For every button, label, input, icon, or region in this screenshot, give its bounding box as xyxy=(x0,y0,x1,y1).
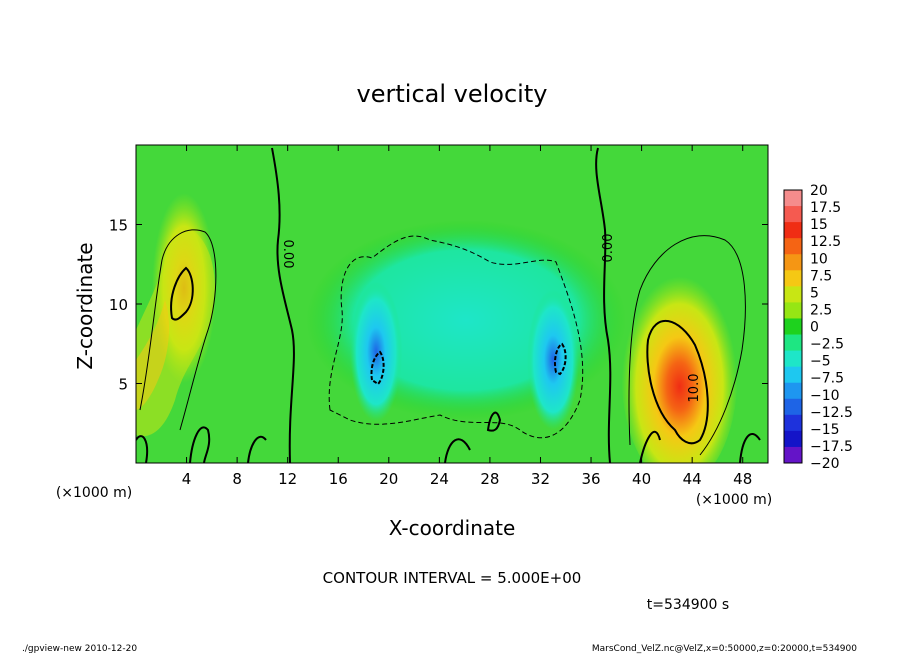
x-tick-label: 20 xyxy=(379,470,398,488)
colorbar-label: −15 xyxy=(810,422,840,438)
footer-left: ./gpview-new 2010-12-20 xyxy=(22,644,137,654)
colorbar-label: 10 xyxy=(810,251,828,267)
field-feature xyxy=(350,281,403,422)
colorbar-swatch xyxy=(784,430,802,448)
colorbar-swatch xyxy=(784,334,802,352)
colorbar-label: 2.5 xyxy=(810,302,832,318)
contour-label-zero-right: 0.00 xyxy=(601,234,616,263)
x-tick-label: 12 xyxy=(278,470,297,488)
heatmap-field xyxy=(136,145,768,463)
x-axis: 4 8 12 16 20 24 28 32 36 40 44 48 xyxy=(182,145,752,488)
contours xyxy=(136,147,761,463)
colorbar-label: 12.5 xyxy=(810,234,841,250)
x-tick-label: 8 xyxy=(232,470,242,488)
colorbar-swatch xyxy=(784,414,802,432)
y-tick-label: 15 xyxy=(109,217,128,235)
colorbar-frame xyxy=(783,189,803,464)
colorbar-label: −2.5 xyxy=(810,337,844,353)
colorbar-swatch xyxy=(784,286,802,303)
x-unit-left: (×1000 m) xyxy=(56,485,132,501)
x-tick-label: 4 xyxy=(182,470,192,488)
colorbar-label: 15 xyxy=(810,217,828,233)
colorbar-label: −12.5 xyxy=(810,405,853,421)
x-tick-label: 16 xyxy=(329,470,348,488)
colorbar-swatch xyxy=(784,190,802,207)
contour-10-left xyxy=(170,266,194,321)
x-unit-right: (×1000 m) xyxy=(696,492,772,508)
field-feature xyxy=(621,265,738,463)
time-label: t=534900 s xyxy=(647,597,729,613)
colorbar-label: 5 xyxy=(810,285,819,301)
x-tick-label: 28 xyxy=(480,470,499,488)
colorbar-label: −5 xyxy=(810,354,831,370)
colorbar-label: 7.5 xyxy=(810,268,832,284)
y-tick-label: 10 xyxy=(109,296,128,314)
colorbar-label: −20 xyxy=(810,456,840,472)
colorbar-label: 17.5 xyxy=(810,200,841,216)
contour-10-right xyxy=(646,320,709,445)
colorbar-swatch xyxy=(784,206,802,223)
x-tick-label: 48 xyxy=(733,470,752,488)
colorbar-swatch xyxy=(784,302,802,319)
colorbar-swatch xyxy=(784,350,802,368)
zero-contour-left xyxy=(271,147,295,463)
colorbar-swatch xyxy=(784,254,802,271)
contour-5-right xyxy=(628,235,746,456)
contour-label-zero-left: 0.00 xyxy=(280,240,295,269)
y-tick-label: 5 xyxy=(118,376,128,394)
colorbar-swatch xyxy=(784,318,802,336)
x-tick-label: 40 xyxy=(632,470,651,488)
colorbar-swatch xyxy=(784,446,802,464)
contour-5-left xyxy=(139,229,217,431)
x-tick-label: 44 xyxy=(683,470,702,488)
colorbar-swatch xyxy=(784,222,802,239)
contour-labels: 0.00 0.00 10.0 xyxy=(280,234,702,403)
colorbar-label: 0 xyxy=(810,320,819,336)
colorbar-label: −10 xyxy=(810,388,840,404)
x-tick-label: 36 xyxy=(581,470,600,488)
contour-label-ten: 10.0 xyxy=(687,374,702,403)
x-tick-label: 32 xyxy=(531,470,550,488)
y-axis-label: Z-coordinate xyxy=(73,242,97,369)
x-axis-label: X-coordinate xyxy=(389,516,516,540)
chart-title: vertical velocity xyxy=(357,80,548,108)
zero-contour-right xyxy=(595,147,612,463)
colorbar-swatch xyxy=(784,382,802,400)
colorbar-label: −7.5 xyxy=(810,371,844,387)
colorbar-label: −17.5 xyxy=(810,439,853,455)
colorbar-swatch xyxy=(784,398,802,416)
colorbar-swatch xyxy=(784,238,802,255)
colorbar-swatch xyxy=(784,270,802,287)
field-feature xyxy=(527,289,580,430)
contour-minus5 xyxy=(328,235,584,439)
contour-interval: CONTOUR INTERVAL = 5.000E+00 xyxy=(323,569,582,587)
footer-right: MarsCond_VelZ.nc@VelZ,x=0:50000,z=0:2000… xyxy=(592,644,857,654)
colorbar-label: 20 xyxy=(810,183,828,199)
x-tick-label: 24 xyxy=(430,470,449,488)
y-axis: 5 10 15 xyxy=(109,217,768,394)
colorbar-swatch xyxy=(784,366,802,384)
